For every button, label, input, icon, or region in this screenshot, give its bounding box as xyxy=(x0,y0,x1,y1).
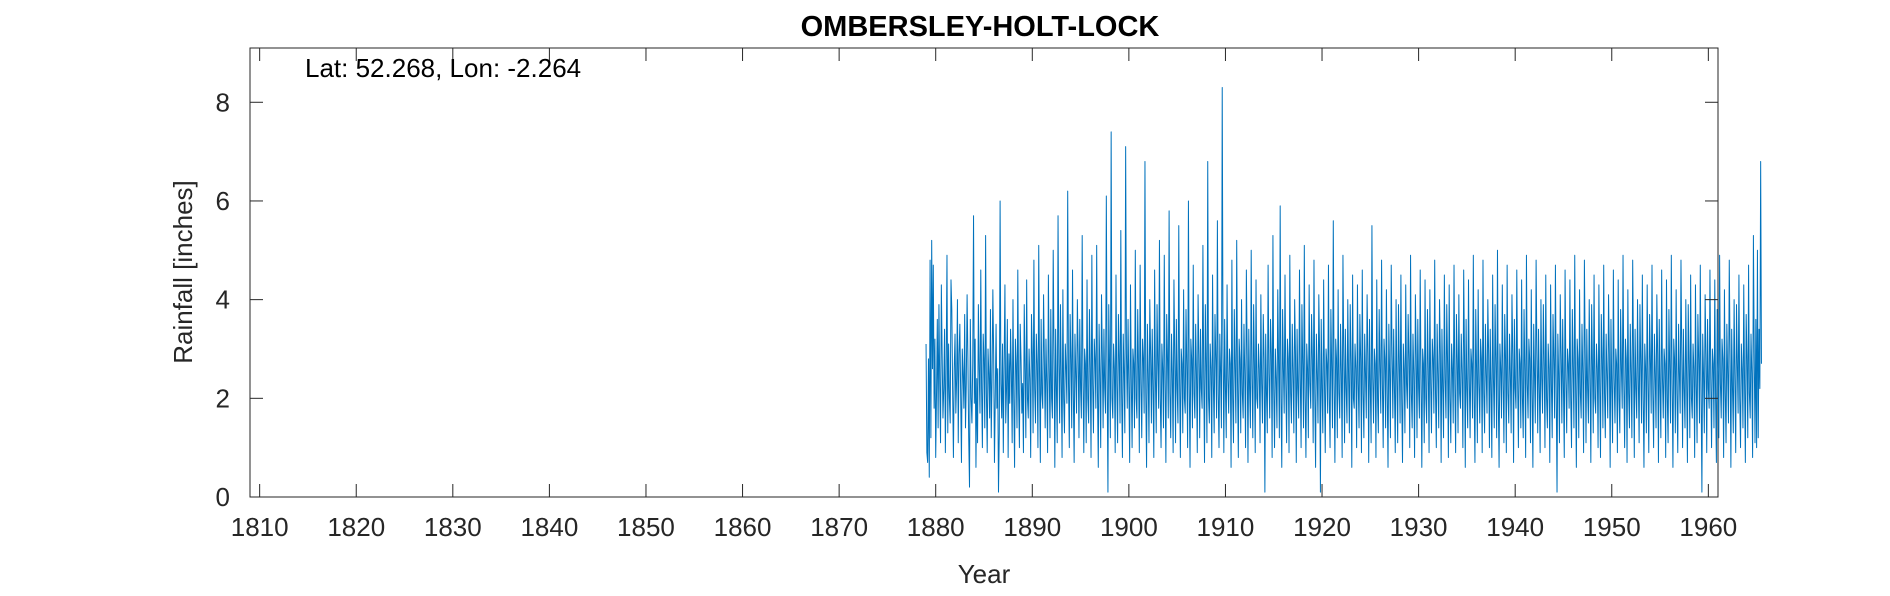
series-group xyxy=(925,86,1762,493)
x-tick-label-1930: 1930 xyxy=(1390,512,1448,542)
y-tick-label-4: 4 xyxy=(216,285,230,315)
x-tick-label-1820: 1820 xyxy=(327,512,385,542)
x-tick-label-1830: 1830 xyxy=(424,512,482,542)
rainfall-series-line-0 xyxy=(925,86,1762,493)
x-tick-label-1840: 1840 xyxy=(520,512,578,542)
y-tick-label-8: 8 xyxy=(216,87,230,117)
x-tick-label-1960: 1960 xyxy=(1679,512,1737,542)
x-tick-label-1950: 1950 xyxy=(1583,512,1641,542)
y-tick-label-2: 2 xyxy=(216,383,230,413)
x-axis: 1810 1820 1830 1840 1850 1860 1870 1880 1890 1900… xyxy=(231,48,1737,542)
x-tick-label-1900: 1900 xyxy=(1100,512,1158,542)
x-tick-label-1910: 1910 xyxy=(1197,512,1255,542)
x-axis-label: Year xyxy=(958,559,1011,589)
x-tick-label-1940: 1940 xyxy=(1486,512,1544,542)
x-tick-label-1850: 1850 xyxy=(617,512,675,542)
x-tick-label-1860: 1860 xyxy=(714,512,772,542)
x-tick-label-1920: 1920 xyxy=(1293,512,1351,542)
station-coordinates-annotation: Lat: 52.268, Lon: -2.264 xyxy=(305,53,581,83)
y-axis-label: Rainfall [inches] xyxy=(168,180,198,364)
x-tick-label-1870: 1870 xyxy=(810,512,868,542)
chart-title: OMBERSLEY-HOLT-LOCK xyxy=(801,11,1160,43)
x-tick-label-1880: 1880 xyxy=(907,512,965,542)
y-tick-label-6: 6 xyxy=(216,186,230,216)
y-tick-label-0: 0 xyxy=(216,482,230,512)
x-tick-label-1890: 1890 xyxy=(1003,512,1061,542)
y-axis: 0 2 4 6 8 xyxy=(216,87,1718,512)
x-tick-label-1810: 1810 xyxy=(231,512,289,542)
